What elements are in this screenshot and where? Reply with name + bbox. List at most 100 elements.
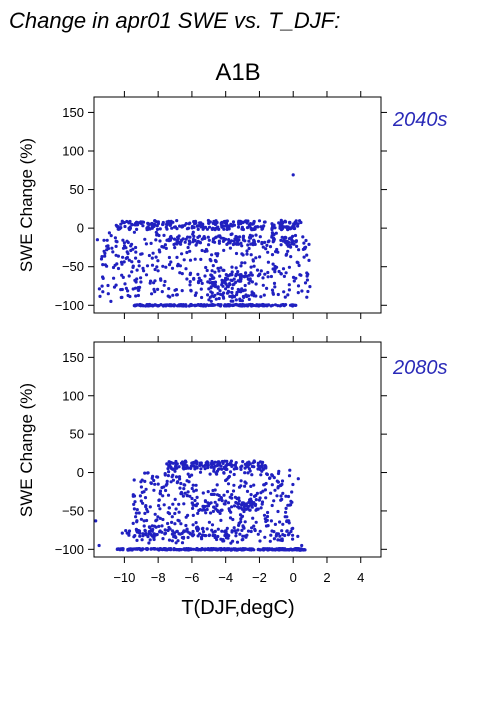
data-point: [122, 221, 126, 225]
data-point: [214, 297, 218, 301]
data-point: [224, 499, 228, 503]
data-point: [187, 222, 191, 226]
data-point: [127, 220, 131, 224]
data-point: [137, 260, 141, 264]
data-point: [292, 222, 296, 226]
y-tick-label: 50: [70, 427, 84, 442]
data-point: [153, 482, 157, 486]
data-point: [213, 293, 217, 297]
data-point: [284, 271, 288, 275]
data-point: [246, 547, 250, 552]
data-point: [236, 528, 240, 532]
data-point: [239, 503, 244, 507]
data-point: [249, 265, 253, 269]
data-point: [232, 282, 236, 286]
data-point: [182, 258, 186, 262]
data-point: [182, 483, 186, 487]
data-point: [287, 283, 291, 287]
data-point: [135, 529, 139, 533]
data-point: [145, 518, 149, 523]
data-point: [210, 253, 214, 257]
data-point: [263, 272, 267, 276]
data-point: [156, 287, 160, 291]
data-point: [173, 511, 177, 516]
data-point: [150, 304, 154, 308]
data-point: [281, 522, 285, 526]
data-point: [139, 280, 143, 284]
data-point: [199, 287, 203, 291]
data-point: [252, 264, 256, 268]
data-point: [258, 235, 262, 239]
data-point: [149, 241, 153, 245]
data-point: [171, 529, 175, 533]
data-point: [143, 304, 148, 308]
data-point: [252, 465, 256, 469]
data-point: [207, 238, 211, 242]
data-point: [169, 547, 173, 551]
data-point: [194, 459, 198, 463]
data-point: [249, 529, 253, 534]
data-point: [308, 285, 312, 289]
data-point: [280, 537, 284, 541]
data-point: [297, 263, 301, 268]
data-point: [186, 226, 191, 230]
data-point: [295, 260, 299, 264]
panel-2080s: 2080s −100 −50 0 50 100 150 −10 −8 −6 −4 −2 0 2 4 SW…: [17, 336, 448, 619]
data-point: [251, 516, 255, 520]
data-point: [150, 292, 154, 296]
data-point: [238, 513, 243, 517]
data-point: [210, 227, 214, 231]
data-point: [204, 304, 208, 308]
data-point: [158, 507, 162, 511]
data-point: [130, 242, 134, 246]
data-point: [188, 235, 192, 239]
data-point: [215, 537, 219, 542]
data-point: [175, 242, 179, 246]
data-point: [207, 287, 211, 291]
data-point: [164, 488, 168, 493]
data-point: [265, 518, 269, 523]
data-point: [249, 493, 253, 497]
data-point: [102, 238, 106, 242]
data-point: [226, 536, 230, 540]
data-point: [199, 467, 203, 471]
data-point: [147, 253, 151, 258]
data-point: [257, 498, 261, 502]
data-point: [213, 227, 217, 231]
data-point: [161, 537, 165, 541]
data-point: [218, 274, 222, 278]
data-point: [219, 266, 223, 270]
data-point: [282, 290, 286, 294]
data-point: [161, 517, 165, 522]
data-point: [273, 264, 277, 269]
data-point: [121, 548, 125, 552]
data-point: [177, 532, 181, 536]
data-point: [218, 289, 222, 293]
data-point: [230, 286, 234, 290]
data-point: [199, 223, 203, 227]
data-point: [168, 527, 172, 531]
data-point: [249, 502, 253, 506]
data-point: [190, 496, 194, 501]
data-point: [238, 297, 242, 301]
data-point: [229, 223, 233, 227]
data-point: [173, 531, 177, 535]
data-point: [296, 291, 300, 295]
data-point: [228, 516, 233, 520]
data-point: [231, 294, 235, 298]
x-axis-label: T(DJF,degC): [181, 597, 294, 619]
data-point: [276, 304, 280, 308]
data-point: [266, 270, 270, 275]
data-point: [127, 531, 131, 535]
data-point: [288, 547, 292, 552]
data-point: [279, 272, 283, 276]
data-point: [212, 467, 216, 471]
data-point: [191, 460, 196, 465]
data-point: [144, 505, 148, 509]
data-point: [177, 547, 181, 552]
data-point: [226, 501, 231, 505]
data-point: [164, 483, 168, 487]
data-point: [242, 505, 246, 509]
data-point: [153, 219, 157, 223]
data-point: [149, 481, 153, 485]
